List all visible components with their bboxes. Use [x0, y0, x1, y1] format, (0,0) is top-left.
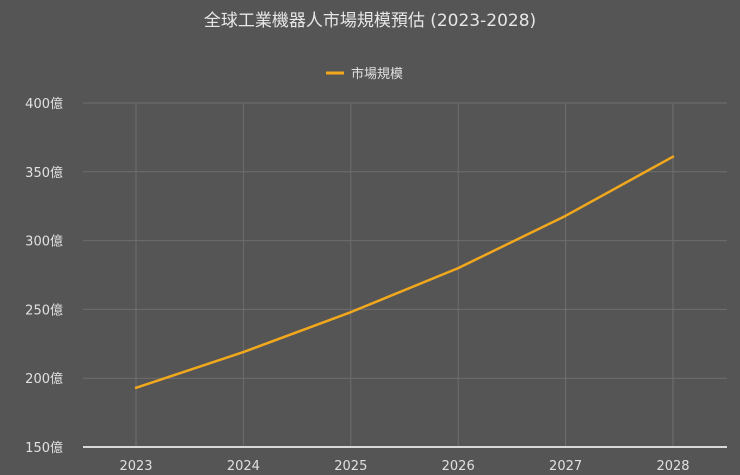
y-tick-label: 250億 — [25, 302, 63, 318]
x-tick-label: 2027 — [549, 459, 582, 474]
series-line-market-size[interactable] — [134, 155, 675, 390]
y-axis: 150億 200億 250億 300億 350億 400億 — [25, 96, 63, 456]
x-tick-label: 2026 — [442, 459, 475, 474]
y-tick-label: 300億 — [25, 234, 63, 250]
y-gridlines — [83, 102, 727, 379]
y-tick-label: 350億 — [25, 165, 63, 181]
x-tick-label: 2023 — [119, 459, 152, 474]
y-tick-label: 150億 — [25, 440, 63, 456]
x-tick-label: 2028 — [656, 459, 689, 474]
chart-title: 全球工業機器人市場規模預估 (2023-2028) — [204, 11, 536, 31]
x-tick-label: 2025 — [334, 459, 367, 474]
x-tick-label: 2024 — [227, 459, 260, 474]
x-axis: 2023 2024 2025 2026 2027 2028 — [119, 459, 689, 474]
legend[interactable]: 市場規模 — [326, 66, 403, 82]
y-tick-label: 400億 — [25, 96, 63, 112]
legend-label: 市場規模 — [351, 66, 403, 82]
x-gridlines — [135, 103, 674, 447]
y-tick-label: 200億 — [25, 371, 63, 387]
